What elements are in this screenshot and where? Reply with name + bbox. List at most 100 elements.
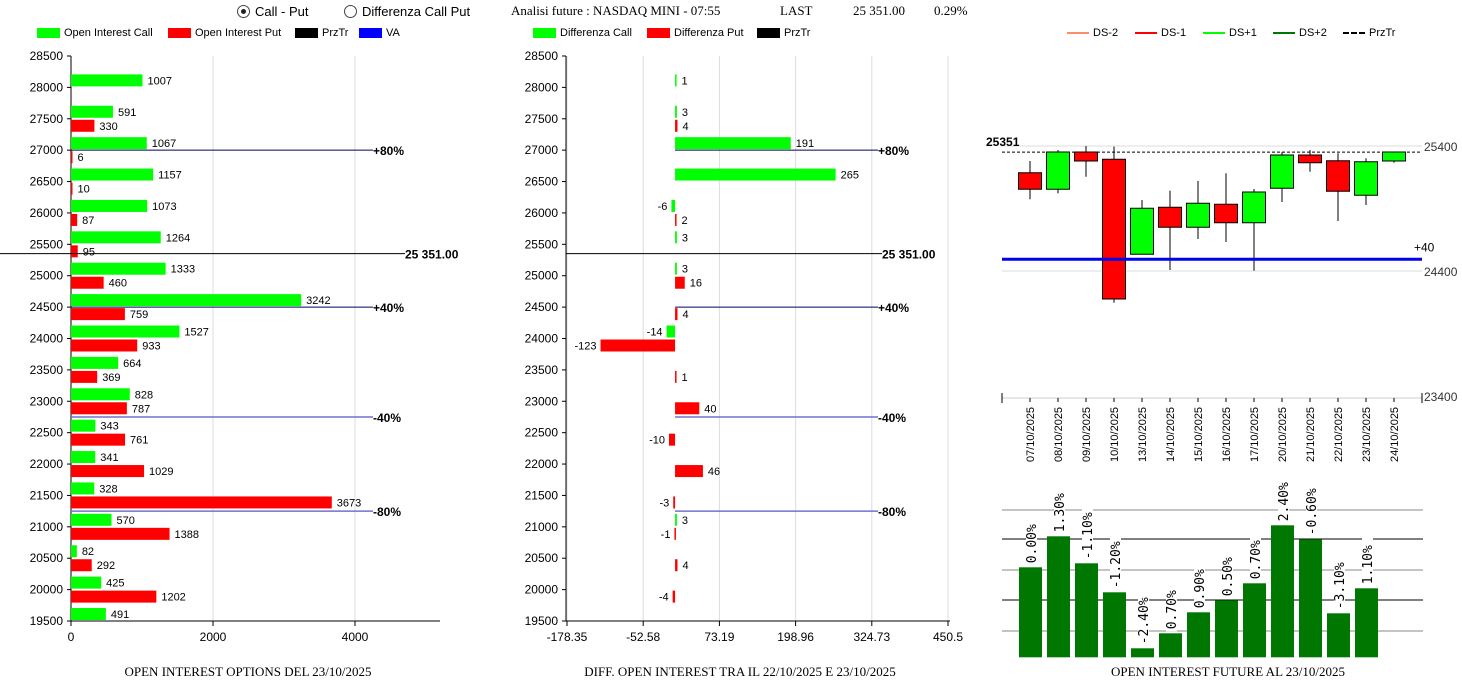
put-bar-label: 369: [102, 372, 120, 384]
y-tick-label: 25000: [30, 269, 64, 283]
y-tick-label: 20000: [30, 583, 64, 597]
call-bar-label: 1264: [166, 232, 190, 244]
candle-body: [1130, 207, 1154, 255]
call-bar: [675, 231, 677, 244]
radio-differenza-call-put[interactable]: Differenza Call Put: [344, 4, 470, 19]
y-tick-label: 23500: [30, 363, 64, 377]
oi-bar-label: 0.70%: [1165, 590, 1180, 629]
y-tick-label: 25000: [525, 269, 559, 283]
radio-selected-icon: [237, 5, 250, 18]
call-bar-label: 191: [796, 138, 814, 150]
x-tick-label: 24/10/2025: [1389, 407, 1401, 462]
x-tick-label: 450.5: [933, 630, 963, 644]
change-percent: 0.29%: [934, 3, 968, 18]
call-bar-label: 1333: [171, 264, 195, 276]
put-bar: [675, 308, 678, 321]
last-value: 25 351.00: [853, 3, 905, 18]
put-bar-label: 1202: [161, 592, 185, 604]
oi-bar-label: -1.20%: [1109, 541, 1124, 588]
y-tick-label: 28000: [30, 80, 64, 94]
call-bar: [71, 513, 112, 526]
oi-bar-label-bg: [1166, 577, 1177, 632]
put-bar-label: 759: [130, 309, 148, 321]
y-tick-label: 27500: [30, 112, 64, 126]
x-tick-label: 07/10/2025: [1025, 407, 1037, 462]
call-bar-label: -14: [647, 327, 663, 339]
put-bar: [71, 433, 126, 446]
put-bar: [675, 402, 700, 415]
x-tick-label: 09/10/2025: [1081, 407, 1093, 462]
oi-bar: [1159, 633, 1182, 658]
oi-bar-label: 1.30%: [1053, 493, 1068, 532]
legend-ds+1: DS+1: [1203, 27, 1257, 39]
y-tick-label: 19500: [30, 614, 64, 628]
put-bar-label: 46: [708, 466, 720, 478]
oi-bar-label: -3.10%: [1333, 562, 1348, 609]
y-tick-label: 20000: [525, 583, 559, 597]
put-bar-label: 330: [99, 121, 117, 133]
level-line-label: -80%: [373, 505, 401, 519]
y-tick-label: 21500: [30, 488, 64, 502]
call-bar: [71, 199, 148, 212]
legend-diff-put: Differenza Put: [647, 27, 744, 39]
last-label: LAST: [780, 3, 813, 18]
oi-bar-label: -2.40%: [1137, 597, 1152, 644]
call-bar: [71, 74, 143, 87]
put-bar-label: 787: [132, 403, 150, 415]
call-bar: [71, 325, 180, 338]
put-bar-label: -10: [649, 435, 665, 447]
candle-body: [1158, 206, 1182, 228]
radio-call-put[interactable]: Call - Put: [237, 4, 308, 19]
y-tick-label: 23400: [1424, 390, 1458, 404]
put-bar-label: 3673: [337, 497, 361, 509]
y-tick-label: 24400: [1424, 265, 1458, 279]
oi-bar-label-bg: [1250, 527, 1261, 582]
put-bar-label: -1: [661, 529, 671, 541]
x-tick-label: 15/10/2025: [1193, 407, 1205, 462]
put-bar-label: 87: [82, 215, 94, 227]
y-tick-label: 22500: [30, 426, 64, 440]
x-tick-label: 17/10/2025: [1249, 407, 1261, 462]
call-bar-label: 1073: [152, 201, 176, 213]
y-tick-label: 25400: [1424, 140, 1458, 154]
candle-body: [1354, 161, 1378, 196]
oi-bar-label-bg: [1026, 511, 1037, 566]
put-bar-label: 460: [109, 278, 127, 290]
call-bar-label: 1157: [158, 170, 182, 182]
call-bar: [71, 608, 106, 620]
put-bar: [674, 527, 676, 540]
put-bar: [71, 559, 92, 572]
candle-body: [1018, 172, 1042, 190]
level-line-label: +40%: [373, 301, 404, 315]
put-bar: [675, 559, 678, 572]
call-bar-label: 1067: [152, 138, 176, 150]
oi-bar: [1299, 539, 1322, 658]
oi-bar: [1215, 600, 1238, 658]
candle-body: [1102, 158, 1126, 300]
oi-bar-label-bg: [1278, 469, 1289, 524]
call-bar: [71, 356, 119, 369]
oi-bar-label: 0.90%: [1193, 569, 1208, 608]
put-bar-label: 1029: [149, 466, 173, 478]
x-tick-label: 73.19: [704, 630, 734, 644]
y-tick-label: 23500: [525, 363, 559, 377]
put-bar-label: 95: [83, 246, 95, 258]
call-bar-label: 3: [682, 107, 688, 119]
candle-body: [1186, 202, 1210, 228]
put-bar: [71, 370, 98, 383]
y-tick-label: 20500: [30, 551, 64, 565]
call-bar-label: 1527: [184, 327, 208, 339]
call-bar-label: 1: [682, 75, 688, 87]
put-bar-label: 1388: [175, 529, 199, 541]
call-bar: [71, 419, 96, 432]
oi-bar-label: 0.00%: [1025, 524, 1040, 563]
legend-ds-1: DS-1: [1135, 27, 1186, 39]
y-tick-label: 22000: [525, 457, 559, 471]
call-bar-label: 591: [118, 107, 136, 119]
x-tick-label: 20/10/2025: [1277, 407, 1289, 462]
chart-title-oi-future: OPEN INTEREST FUTURE AL 23/10/2025: [1110, 664, 1346, 679]
x-tick-label: 10/10/2025: [1109, 407, 1121, 462]
y-tick-label: 21500: [525, 488, 559, 502]
y-tick-label: 24500: [525, 300, 559, 314]
oi-bar-label: -0.60%: [1305, 488, 1320, 535]
